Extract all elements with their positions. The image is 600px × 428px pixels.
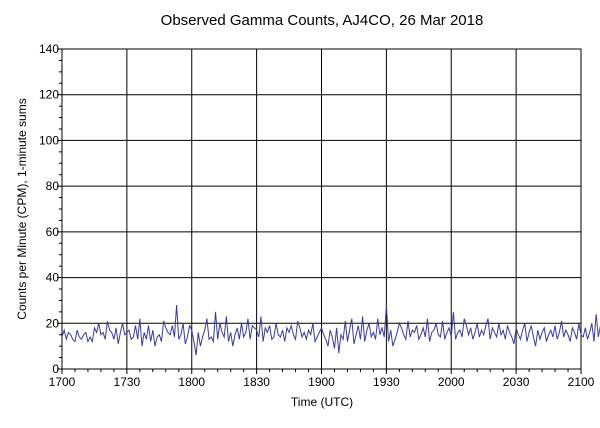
y-tick-label: 140 (39, 42, 59, 56)
x-tick-label: 1800 (178, 375, 205, 389)
y-tick-label: 20 (46, 316, 60, 330)
x-axis-label: Time (UTC) (291, 395, 353, 409)
y-tick-label: 0 (52, 362, 59, 376)
y-tick-label: 80 (46, 179, 60, 193)
series-line-gamma-counts (61, 304, 600, 356)
y-tick-labels: 0 20 40 60 80 100 120 140 (39, 42, 59, 376)
y-tick-label: 100 (39, 133, 59, 147)
y-axis-label: Counts per Minute (CPM), 1-minute sums (15, 98, 29, 319)
x-tick-label: 1730 (114, 375, 141, 389)
x-tick-labels: 1700 1730 1800 1830 1900 1930 2000 2030 2100 (49, 375, 595, 389)
x-tick-label: 2030 (503, 375, 530, 389)
axis-ticks (57, 48, 582, 374)
y-tick-label: 40 (46, 271, 60, 285)
y-tick-label: 120 (39, 88, 59, 102)
x-tick-label: 1930 (373, 375, 400, 389)
chart-title: Observed Gamma Counts, AJ4CO, 26 Mar 201… (161, 12, 484, 29)
x-tick-label: 2100 (568, 375, 595, 389)
grid-lines (62, 49, 581, 369)
x-tick-label: 2000 (438, 375, 465, 389)
x-tick-label: 1830 (243, 375, 270, 389)
x-tick-label: 1900 (308, 375, 335, 389)
y-tick-label: 60 (46, 225, 60, 239)
x-tick-label: 1700 (49, 375, 76, 389)
